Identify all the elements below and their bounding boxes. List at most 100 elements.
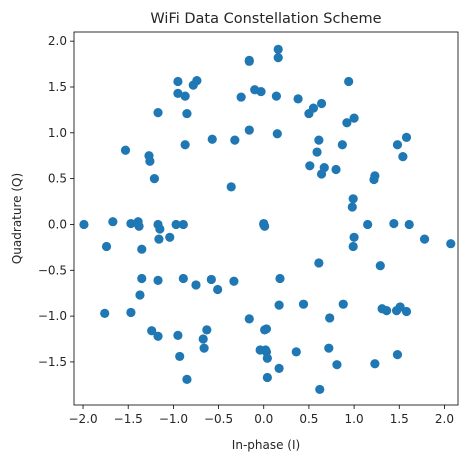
data-point [291, 347, 301, 357]
y-tick-label: 0.5 [48, 172, 67, 186]
data-point [389, 218, 399, 229]
data-point [134, 221, 144, 231]
x-tick-label: 2.0 [435, 412, 454, 426]
data-point [255, 345, 265, 355]
data-point [273, 44, 283, 55]
y-tick-label: 2.0 [48, 34, 67, 48]
x-tick-label: 1.5 [390, 412, 409, 426]
data-point [173, 330, 183, 340]
data-point [126, 307, 136, 318]
data-point [171, 219, 181, 230]
data-point [338, 299, 348, 309]
data-point [369, 174, 379, 185]
x-tick-label: −1.5 [114, 412, 143, 426]
data-point [298, 299, 309, 309]
data-point [404, 219, 414, 230]
data-point [262, 372, 272, 383]
data-point [173, 88, 183, 98]
data-point [230, 135, 240, 145]
data-point [182, 108, 192, 119]
data-point [199, 343, 209, 353]
data-point [347, 202, 357, 212]
data-point [244, 314, 254, 324]
data-point [274, 300, 284, 310]
data-point [147, 326, 157, 336]
data-point [180, 91, 190, 101]
data-point [325, 313, 335, 323]
data-point [206, 274, 216, 285]
y-ticks: −1.5 −1.0 −0.5 0.0 0.5 1.0 1.5 2.0 [38, 34, 74, 369]
data-point [137, 244, 147, 254]
data-point [274, 363, 284, 373]
data-point [315, 384, 325, 395]
data-point [332, 360, 342, 370]
x-tick-label: −1.0 [159, 412, 188, 426]
data-point [207, 134, 217, 144]
y-tick-label: 1.0 [48, 126, 67, 140]
data-point [337, 140, 347, 150]
data-point [137, 273, 147, 284]
y-tick-label: −0.5 [38, 263, 67, 277]
data-point [348, 241, 358, 252]
y-tick-label: 0.0 [48, 217, 67, 231]
x-axis-label: In-phase (I) [232, 438, 300, 452]
data-point [191, 280, 201, 290]
data-point [260, 221, 270, 231]
data-point [305, 161, 315, 171]
data-point [236, 92, 246, 102]
data-point [155, 224, 165, 234]
data-point [188, 80, 198, 90]
data-point [273, 53, 283, 63]
data-point [178, 219, 188, 230]
data-point [101, 241, 112, 252]
data-point [392, 140, 403, 150]
data-point [126, 218, 136, 229]
data-point [363, 219, 373, 230]
x-tick-label: 1.0 [345, 412, 364, 426]
data-point [348, 194, 358, 204]
data-point [401, 132, 412, 142]
data-point [391, 306, 402, 316]
data-point [392, 349, 403, 360]
data-point [226, 182, 236, 192]
data-point [135, 290, 145, 300]
data-point [202, 325, 212, 335]
x-tick-label: 0.5 [299, 412, 318, 426]
data-point [375, 261, 385, 271]
data-point [342, 118, 352, 128]
data-point [349, 232, 359, 242]
data-point [175, 351, 185, 362]
data-point [145, 156, 155, 166]
x-tick-label: −0.5 [204, 412, 233, 426]
data-point [419, 234, 430, 244]
data-point [398, 152, 408, 162]
data-point [182, 374, 192, 384]
data-point [324, 343, 334, 353]
x-tick-label: −2.0 [68, 412, 97, 426]
data-point [153, 108, 163, 118]
data-point [153, 331, 163, 341]
chart-title: WiFi Data Constellation Scheme [150, 11, 381, 27]
data-point [213, 284, 223, 295]
data-point [314, 135, 324, 145]
data-point [271, 91, 281, 101]
points-layer [79, 44, 456, 395]
y-axis-label: Quadrature (Q) [10, 173, 24, 264]
data-point [153, 275, 163, 285]
data-point [349, 113, 359, 123]
data-point [331, 164, 341, 175]
data-point [79, 219, 89, 230]
data-point [370, 359, 380, 369]
data-point [256, 86, 266, 97]
data-point [108, 217, 118, 227]
data-point [304, 108, 314, 119]
data-point [293, 94, 303, 104]
data-point [149, 174, 160, 184]
data-point [120, 145, 131, 155]
x-tick-label: 0.0 [254, 412, 273, 426]
data-point [446, 239, 456, 249]
y-tick-label: −1.5 [38, 355, 67, 369]
data-point [377, 304, 387, 314]
plot-area-frame [73, 31, 459, 406]
data-point [316, 169, 327, 179]
